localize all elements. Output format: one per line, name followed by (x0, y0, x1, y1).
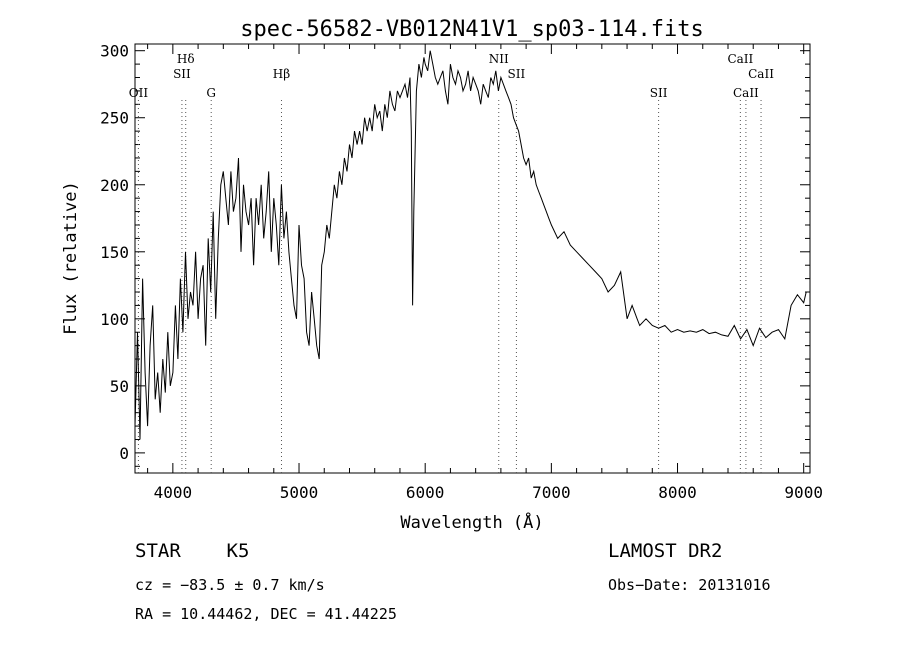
x-axis-label: Wavelength (Å) (400, 511, 543, 533)
line-marker-label: CaII (733, 86, 759, 100)
line-marker-label: Hβ (273, 67, 290, 81)
x-tick-label: 8000 (658, 483, 697, 502)
line-marker-label: SII (173, 67, 191, 81)
line-marker-label: CaII (748, 67, 774, 81)
y-tick-label: 50 (110, 377, 129, 396)
y-tick-label: 300 (100, 42, 129, 61)
object-class: STAR K5 (135, 540, 249, 562)
coordinates-text: RA = 10.44462, DEC = 41.44225 (135, 605, 397, 623)
subclass-label: K5 (226, 540, 250, 562)
redshift-text: cz = −83.5 ± 0.7 km/s (135, 576, 325, 594)
chart-title: spec-56582-VB012N41V1_sp03-114.fits (240, 17, 704, 42)
x-tick-label: 6000 (406, 483, 445, 502)
x-tick-label: 7000 (532, 483, 571, 502)
x-tick-label: 4000 (154, 483, 193, 502)
y-tick-label: 100 (100, 310, 129, 329)
spectrum-line (134, 50, 807, 440)
line-marker-label: SII (650, 86, 668, 100)
axis-ticks: 4000 5000 6000 7000 8000 9000 0 50 100 150 200 250 3… (100, 42, 823, 502)
line-marker-label: G (206, 86, 216, 100)
line-marker-label: CaII (727, 52, 753, 66)
y-tick-label: 250 (100, 109, 129, 128)
line-marker-label: NII (489, 52, 509, 66)
y-tick-label: 150 (100, 243, 129, 262)
plot-frame (134, 43, 811, 474)
line-marker-label: Hδ (177, 52, 195, 66)
class-label: STAR (135, 540, 181, 562)
survey-label: LAMOST DR2 (608, 540, 723, 562)
x-tick-label: 9000 (784, 483, 823, 502)
line-marker-label: OII (129, 86, 149, 100)
line-marker-label: SII (508, 67, 526, 81)
y-tick-label: 0 (119, 444, 129, 463)
y-tick-label: 200 (100, 176, 129, 195)
x-tick-label: 5000 (280, 483, 319, 502)
y-axis-label: Flux (relative) (61, 181, 81, 335)
obs-date-text: Obs−Date: 20131016 (608, 576, 771, 594)
